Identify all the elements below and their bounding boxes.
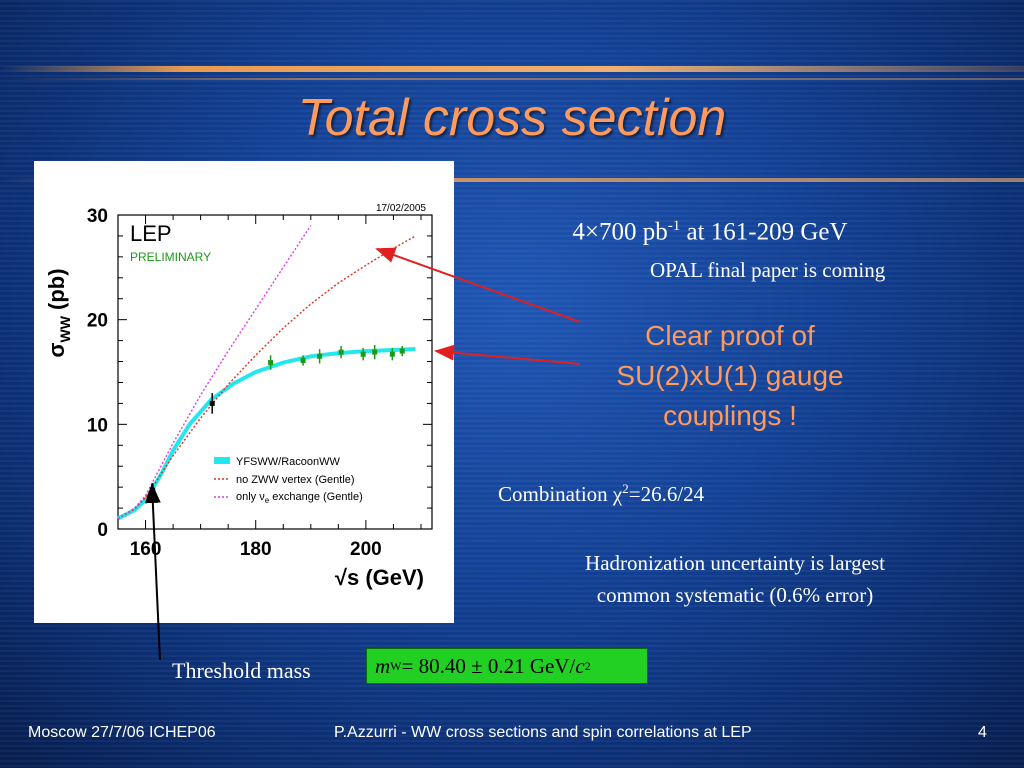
y-tick-label: 0: [97, 520, 108, 541]
combination-value: =26.6/24: [628, 482, 705, 506]
legend-label-yfsww: YFSWW/RacoonWW: [236, 456, 341, 468]
plot-preliminary-label: PRELIMINARY: [130, 250, 211, 264]
cross-section-plot: 0 10 20 30 160 180 200 √s (GeV) σWW (pb) 17/02/20…: [34, 161, 454, 623]
series-yfsww-racoonww-band: [117, 346, 416, 521]
y-axis-label: σWW (pb): [44, 268, 73, 357]
opal-note: OPAL final paper is coming: [650, 258, 886, 282]
combination-label: Combination χ: [498, 482, 623, 506]
x-axis-label: √s (GeV): [335, 565, 424, 590]
y-axis-subscript: WW: [57, 315, 73, 342]
gauge-coupling-proof: Clear proof of SU(2)xU(1) gauge coupling…: [560, 316, 900, 436]
data-point: [360, 351, 366, 357]
slide-title: Total cross section: [297, 89, 727, 147]
hadron-line-2: common systematic (0.6% error): [596, 583, 874, 607]
legend-swatch-band: [214, 457, 230, 464]
footer-venue: Moscow 27/7/06 ICHEP06: [28, 724, 216, 741]
series-no-zww-vertex: [117, 235, 416, 520]
proof-line-2: SU(2)xU(1) gauge: [616, 360, 844, 391]
proof-line-1: Clear proof of: [645, 320, 815, 351]
x-tick-label: 180: [240, 539, 272, 560]
legend-only-nue-sub: e: [265, 496, 270, 505]
top-accent-stripe-thin: [0, 78, 1024, 80]
luminosity-exponent: -1: [667, 218, 681, 234]
x-tick-label: 200: [350, 539, 382, 560]
x-tick-label: 160: [130, 539, 162, 560]
threshold-mass-label: Threshold mass: [172, 658, 311, 683]
y-tick-label: 20: [87, 311, 108, 332]
data-point: [338, 349, 344, 355]
luminosity-main: 4×700 pb: [572, 218, 668, 246]
series-only-nue-exchange: [117, 225, 312, 520]
hadronization-note: Hadronization uncertainty is largest com…: [500, 547, 970, 611]
plot-frame: [117, 214, 433, 530]
data-point: [209, 400, 215, 406]
formula-sub-w: W: [390, 658, 402, 673]
data-point: [150, 487, 156, 493]
legend-label-no-zww: no ZWW vertex (Gentle): [236, 474, 355, 486]
formula-m: m: [375, 653, 391, 678]
y-axis-sigma: σ: [44, 343, 69, 358]
luminosity-energy-range: at 161-209 GeV: [680, 218, 848, 246]
data-point: [389, 351, 395, 357]
footer-page-number: 4: [978, 724, 987, 741]
formula-c: c: [575, 653, 585, 678]
arrow-to-sm-curve: [434, 344, 581, 365]
y-tick-label: 30: [87, 206, 108, 227]
footer-talk-title: P.Azzurri - WW cross sections and spin c…: [334, 724, 752, 741]
legend-only-nue-post: exchange (Gentle): [269, 491, 363, 503]
plot-date-stamp: 17/02/2005: [376, 203, 426, 214]
data-point: [372, 349, 378, 355]
legend-label-only-nue: only νe exchange (Gentle): [236, 491, 363, 505]
proof-line-3: couplings !: [663, 400, 797, 431]
data-point: [300, 357, 306, 363]
luminosity-text: 4×700 pb-1 at 161-209 GeV: [470, 218, 950, 246]
chi2-exponent: 2: [622, 481, 629, 496]
data-point: [399, 348, 405, 354]
data-point: [317, 353, 323, 359]
middle-accent-stripe: [0, 178, 1024, 182]
hadron-line-1: Hadronization uncertainty is largest: [585, 551, 885, 575]
formula-value: = 80.40 ± 0.21 GeV/: [401, 653, 576, 678]
y-tick-label: 10: [87, 415, 108, 436]
top-accent-stripe: [0, 66, 1024, 72]
combination-chi2: Combination χ2=26.6/24: [498, 481, 704, 507]
plot-svg: 0 10 20 30 160 180 200 √s (GeV) σWW (pb) 17/02/20…: [44, 203, 433, 590]
legend-only-nue-pre: only ν: [236, 491, 265, 503]
formula-sup-2: 2: [584, 658, 591, 673]
y-axis-unit: (pb): [44, 268, 69, 316]
data-point: [268, 360, 274, 366]
plot-experiment-label: LEP: [130, 221, 172, 246]
